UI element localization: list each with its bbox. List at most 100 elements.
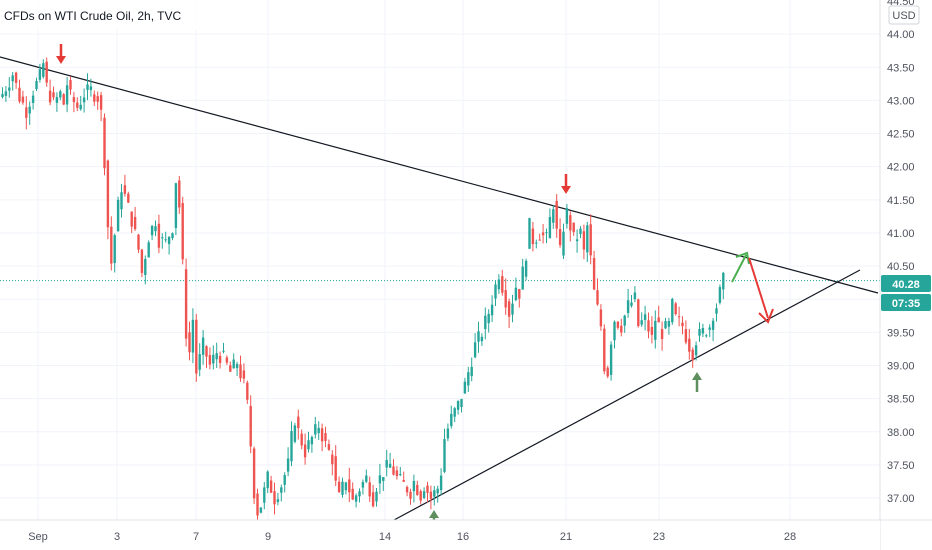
candle-body <box>497 279 501 290</box>
annotations <box>56 44 774 530</box>
candle-body <box>715 308 718 314</box>
candle-body <box>320 428 324 442</box>
candle-body <box>385 460 388 468</box>
candle-body <box>38 69 42 80</box>
candle-body <box>684 329 688 343</box>
candle-body <box>460 398 463 408</box>
upper-trendline[interactable] <box>0 56 879 294</box>
y-tick-label: 44.50 <box>887 0 915 8</box>
candle-body <box>28 106 31 114</box>
candle-body <box>171 233 174 239</box>
x-tick-label: 16 <box>457 531 469 543</box>
candle-body <box>120 192 123 210</box>
projection-up-line <box>731 254 747 283</box>
candle-body <box>150 225 154 236</box>
candle-body <box>705 335 708 337</box>
candle-body <box>535 242 538 244</box>
candle-body <box>8 87 11 91</box>
currency-badge[interactable] <box>888 5 920 25</box>
candle-body <box>310 436 314 445</box>
candle-body <box>609 344 613 375</box>
candle-body <box>144 258 147 275</box>
candle-body <box>620 325 623 333</box>
candle-body <box>327 444 331 450</box>
candle-body <box>596 290 599 305</box>
candle-body <box>365 475 368 482</box>
candle-body <box>205 346 208 357</box>
trendlines[interactable] <box>0 56 879 521</box>
candle-body <box>324 433 327 442</box>
candle-body <box>161 237 164 239</box>
y-tick-label: 43.00 <box>887 95 915 107</box>
last-price-badge <box>881 275 931 292</box>
candle-body <box>579 228 582 235</box>
candle-body <box>504 290 507 308</box>
time-axis-background <box>0 520 880 550</box>
y-tick-label: 37.50 <box>887 460 915 472</box>
candle-body <box>229 365 232 372</box>
candle-body <box>246 382 249 400</box>
candle-body <box>412 480 416 492</box>
candle-body <box>286 458 290 472</box>
candle-body <box>548 216 552 239</box>
candle-body <box>52 92 55 98</box>
candle-body <box>86 84 89 90</box>
candle-body <box>314 424 317 435</box>
candle-body <box>439 475 443 491</box>
candle-body <box>188 332 191 353</box>
candle-body <box>664 321 667 329</box>
candle-body <box>392 466 395 475</box>
candle-body <box>395 470 399 477</box>
time-axis[interactable]: Sep 3 7 9 14 16 21 23 28 <box>0 519 932 550</box>
candle-body <box>222 350 225 352</box>
candle-body <box>113 235 116 264</box>
candle-body <box>514 287 518 301</box>
x-tick-label: 9 <box>265 531 271 543</box>
candle-body <box>307 440 310 450</box>
candle-body <box>110 226 113 264</box>
candle-body <box>592 257 596 290</box>
candle-body <box>538 239 541 241</box>
candle-body <box>4 91 8 96</box>
candle-body <box>575 239 579 242</box>
candle-body <box>79 104 82 110</box>
candle-body <box>490 304 494 316</box>
up-arrow-icon <box>692 372 702 380</box>
candle-body <box>249 405 252 447</box>
candle-body <box>671 298 674 323</box>
candle-body <box>42 63 45 77</box>
x-tick-label: 14 <box>379 531 391 543</box>
candle-body <box>643 314 647 321</box>
candle-body <box>443 439 446 472</box>
candle-body <box>21 96 25 103</box>
candle-body <box>137 234 140 250</box>
candle-body <box>657 317 660 323</box>
candle-body <box>473 342 477 358</box>
candle-body <box>691 349 694 361</box>
candle-body <box>351 488 354 500</box>
candle-body <box>11 75 14 82</box>
candle-body <box>562 231 565 256</box>
y-tick-label: 37.00 <box>887 493 915 505</box>
candle-body <box>606 367 609 377</box>
y-tick-label: 41.00 <box>887 228 915 240</box>
candle-body <box>218 355 222 363</box>
candle-body <box>303 444 307 458</box>
candle-body <box>297 416 300 429</box>
candle-body <box>89 86 93 91</box>
candle-body <box>232 359 235 369</box>
candle-body <box>569 215 572 231</box>
lower-trendline[interactable] <box>393 269 861 521</box>
candle-body <box>147 242 150 258</box>
candle-body <box>582 231 586 250</box>
y-tick-label: 44.00 <box>887 29 915 41</box>
candle-body <box>106 160 110 228</box>
candle-body <box>667 321 671 327</box>
title-bar: CFDs on WTI Crude Oil, 2h, TVC <box>0 0 230 30</box>
candle-body <box>76 102 79 108</box>
candle-body <box>694 345 698 356</box>
candle-body <box>65 85 69 105</box>
candle-body <box>344 482 348 491</box>
candle-body <box>130 211 133 227</box>
